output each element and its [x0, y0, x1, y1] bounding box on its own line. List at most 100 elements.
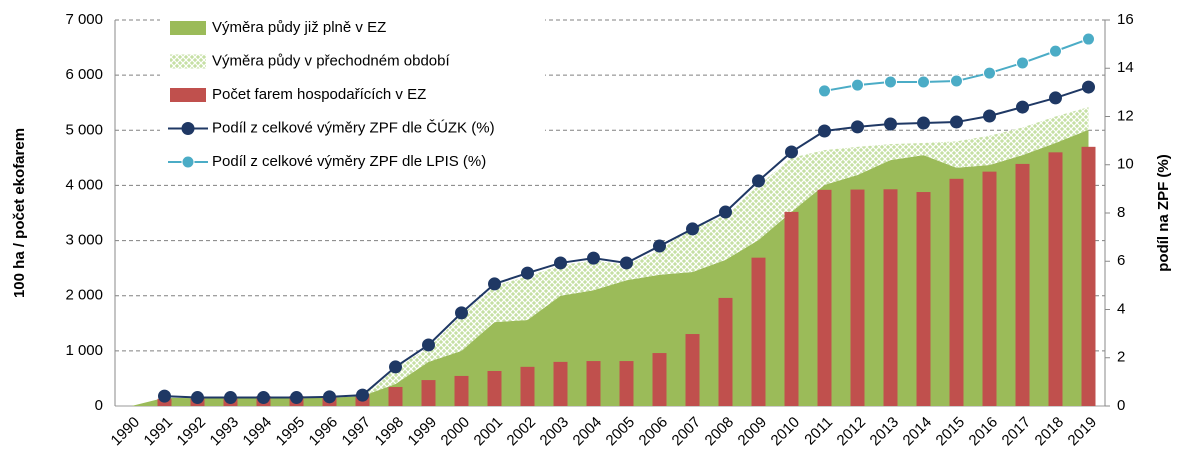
marker	[455, 306, 468, 320]
marker	[917, 75, 930, 89]
marker	[950, 74, 963, 88]
area	[131, 107, 1089, 406]
marker	[851, 120, 864, 134]
x-tick-label: 2009	[735, 414, 771, 450]
y2-axis-label: podíl na ZPF (%)	[1155, 154, 1172, 272]
y2-tick-label: 2	[1117, 349, 1125, 366]
y-tick-label: 7 000	[65, 11, 103, 28]
marker	[521, 266, 534, 280]
x-tick-label: 2007	[669, 414, 705, 450]
y-tick-label: 1 000	[65, 342, 103, 359]
y2-tick-label: 10	[1117, 156, 1134, 173]
marker	[422, 338, 435, 352]
x-tick-label: 1998	[372, 414, 408, 450]
bar	[586, 361, 601, 406]
marker	[1082, 32, 1095, 46]
x-tick-label: 1991	[141, 414, 177, 450]
x-tick-label: 2008	[702, 414, 738, 450]
marker	[884, 75, 897, 89]
y-tick-label: 0	[95, 397, 103, 414]
x-tick-label: 2003	[537, 414, 573, 450]
marker	[719, 205, 732, 219]
marker	[1016, 56, 1029, 70]
marker	[752, 174, 765, 188]
x-tick-label: 2013	[867, 414, 903, 450]
marker	[917, 116, 930, 130]
x-tick-label: 2000	[438, 414, 474, 450]
marker	[686, 222, 699, 236]
marker	[224, 391, 237, 405]
y2-tick-label: 4	[1117, 300, 1125, 317]
legend-label: Podíl z celkové výměry ZPF dle ČÚZK (%)	[212, 119, 495, 136]
marker	[785, 145, 798, 159]
x-tick-label: 1999	[405, 414, 441, 450]
bar	[850, 189, 865, 406]
x-tick-label: 2004	[570, 414, 606, 450]
x-tick-label: 1997	[339, 414, 375, 450]
y-tick-label: 2 000	[65, 287, 103, 304]
y2-tick-label: 12	[1117, 107, 1134, 124]
legend-swatch	[181, 155, 195, 169]
bar	[487, 370, 502, 406]
marker	[620, 256, 633, 270]
marker	[950, 115, 963, 129]
x-tick-label: 1990	[108, 414, 144, 450]
x-tick-label: 2014	[900, 414, 936, 450]
bar	[784, 211, 799, 406]
legend-swatch	[181, 122, 195, 135]
bar	[718, 297, 733, 406]
marker	[1049, 91, 1062, 105]
marker	[1049, 44, 1062, 58]
legend-label: Výměra půdy v přechodném období	[212, 52, 450, 69]
x-tick-label: 1993	[207, 414, 243, 450]
marker	[983, 66, 996, 80]
x-tick-label: 2001	[471, 414, 507, 450]
bar	[652, 353, 667, 406]
marker	[587, 251, 600, 265]
marker	[818, 84, 831, 98]
y-tick-label: 5 000	[65, 121, 103, 138]
y-tick-label: 3 000	[65, 232, 103, 249]
legend-label: Podíl z celkové výměry ZPF dle LPIS (%)	[212, 153, 486, 170]
legend-label: Počet farem hospodařících v EZ	[212, 86, 426, 103]
marker	[158, 389, 171, 403]
bar	[949, 178, 964, 406]
legend: Výměra půdy již plně v EZ Výměra půdy v p…	[160, 8, 545, 178]
legend-swatch	[170, 88, 206, 102]
x-tick-label: 1992	[174, 414, 210, 450]
legend-box	[160, 8, 545, 178]
x-tick-label: 2017	[999, 414, 1035, 450]
x-tick-label: 2006	[636, 414, 672, 450]
bar	[454, 375, 469, 406]
x-tick-label: 2005	[603, 414, 639, 450]
marker	[554, 256, 567, 270]
marker	[323, 390, 336, 404]
marker	[257, 391, 270, 405]
y2-tick-label: 6	[1117, 252, 1125, 269]
x-tick-label: 2002	[504, 414, 540, 450]
bar	[1015, 163, 1030, 406]
x-tick-label: 1995	[273, 414, 309, 450]
bar	[817, 189, 832, 406]
y2-tick-label: 0	[1117, 397, 1125, 414]
bar	[1048, 152, 1063, 406]
legend-swatch	[170, 21, 206, 35]
bar	[685, 334, 700, 406]
marker	[488, 277, 501, 291]
marker	[851, 78, 864, 92]
marker	[191, 391, 204, 405]
y2-tick-label: 14	[1117, 59, 1134, 76]
bar	[619, 361, 634, 406]
marker	[389, 360, 402, 374]
marker	[1082, 80, 1095, 94]
legend-swatch	[170, 54, 206, 69]
bar	[1081, 146, 1096, 407]
x-tick-label: 2015	[933, 414, 969, 450]
y-axis-label: 100 ha / počet ekofarem	[11, 128, 28, 298]
bar	[916, 192, 931, 406]
area	[131, 129, 1089, 406]
y-tick-label: 6 000	[65, 66, 103, 83]
x-tick-label: 2016	[966, 414, 1002, 450]
marker	[653, 239, 666, 253]
